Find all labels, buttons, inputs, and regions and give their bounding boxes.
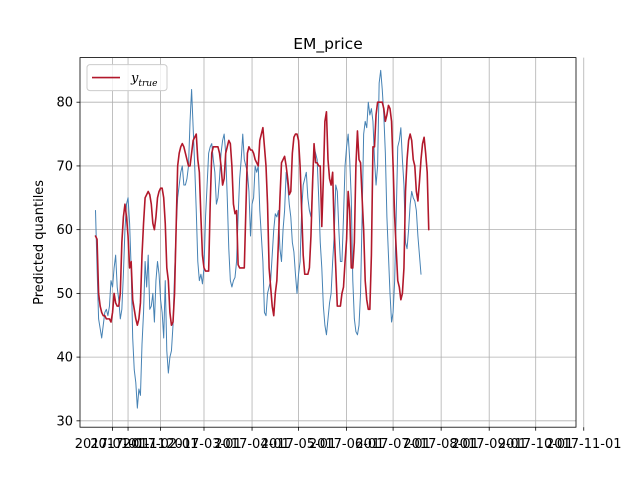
series-line-y-true xyxy=(94,101,430,327)
y-tick-label: 80 xyxy=(56,96,73,111)
x-tick-label: 2017-01-01 xyxy=(75,437,151,452)
y-tick-label: 30 xyxy=(56,414,73,429)
legend-label-y-true: ytrue xyxy=(130,71,157,89)
y-tick-label: 50 xyxy=(56,287,73,302)
x-tick-label: 2017-10-01 xyxy=(498,437,574,452)
ticks: 30 40 50 60 70 80 2017-01-012017-02-012017-03-… xyxy=(56,96,621,452)
x-tick-label: 2017-06-01 xyxy=(309,437,385,452)
x-tick-label: 2017-11-01 xyxy=(546,437,622,452)
x-tick-label: 2017-07-01 xyxy=(355,437,431,452)
plot-frame xyxy=(79,57,577,428)
grid xyxy=(80,57,585,428)
chart-title: EM_price xyxy=(293,35,363,54)
x-tick-label: 2017-09-01 xyxy=(451,437,527,452)
x-tick-label: 2017-04-01 xyxy=(214,437,290,452)
x-tick-label: 2017-02-01 xyxy=(123,437,199,452)
x-tick-label: 2017-03-01 xyxy=(166,437,242,452)
legend-label-main: y xyxy=(130,71,139,86)
y-tick-label: 40 xyxy=(56,351,73,366)
legend-label-subscript: true xyxy=(138,79,157,89)
legend-box xyxy=(86,64,168,92)
legend: ytrue xyxy=(86,64,168,92)
y-tick-label: 70 xyxy=(56,159,73,174)
x-tick-label: 2017-08-01 xyxy=(403,437,479,452)
x-tick-label: 2017-05-01 xyxy=(261,437,337,452)
x-tick-label: 2017-01-11 xyxy=(90,437,166,452)
y-axis-title: Predicted quantiles xyxy=(32,180,47,305)
y-tick-label: 60 xyxy=(56,223,73,238)
series-layer xyxy=(94,69,430,409)
